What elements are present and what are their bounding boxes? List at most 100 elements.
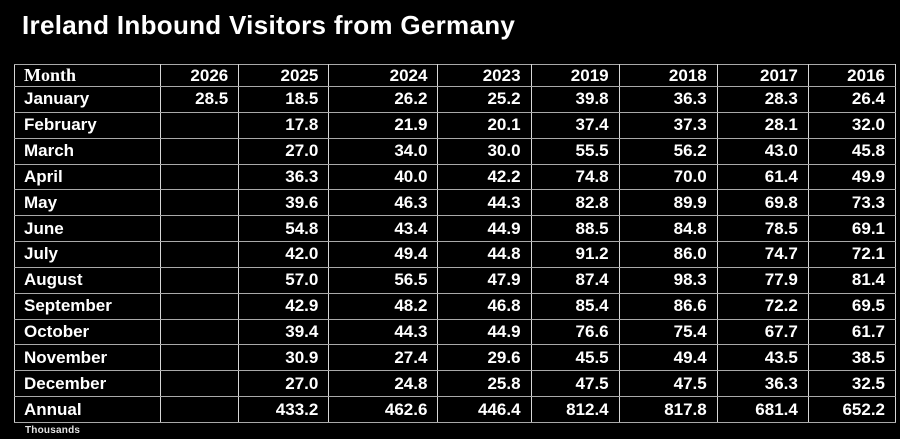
cell-value: 74.7 — [716, 241, 809, 268]
cell-value: 56.2 — [618, 137, 718, 165]
cell-value: 32.0 — [807, 111, 897, 139]
cell-value: 24.8 — [328, 370, 439, 398]
cell-value: 44.9 — [437, 215, 532, 243]
table-row-november: November 30.9 27.4 29.6 45.5 49.4 43.5 38.5 — [13, 344, 897, 372]
cell-value: 42.9 — [238, 292, 330, 320]
cell-value: 29.6 — [437, 344, 532, 372]
cell-value — [160, 111, 240, 139]
cell-value: 27.4 — [328, 344, 439, 372]
row-label: June — [13, 215, 162, 243]
cell-value: 17.8 — [238, 111, 330, 139]
cell-value: 47.5 — [530, 370, 620, 398]
cell-value: 84.8 — [618, 215, 718, 243]
column-header-2016: 2016 — [807, 64, 897, 87]
cell-value — [160, 241, 240, 268]
cell-value: 21.9 — [328, 111, 439, 139]
cell-value: 462.6 — [328, 396, 439, 423]
cell-value: 61.7 — [807, 318, 897, 346]
table-header: Month 2026 2025 2024 2023 2019 2018 2017 2016 — [13, 64, 897, 87]
cell-value: 43.4 — [328, 215, 439, 243]
cell-value — [160, 137, 240, 165]
cell-value: 85.4 — [530, 292, 620, 320]
cell-value: 45.8 — [807, 137, 897, 165]
table-row-march: March 27.0 34.0 30.0 55.5 56.2 43.0 45.8 — [13, 137, 897, 165]
cell-value: 61.4 — [716, 163, 809, 191]
cell-value: 69.8 — [716, 189, 809, 217]
row-label: October — [13, 318, 162, 346]
cell-value: 56.5 — [328, 266, 439, 294]
table-row-february: February 17.8 21.9 20.1 37.4 37.3 28.1 32.0 — [13, 111, 897, 139]
cell-value: 44.9 — [437, 318, 532, 346]
page-title: Ireland Inbound Visitors from Germany — [22, 10, 516, 40]
cell-value: 28.3 — [716, 86, 809, 113]
row-label: September — [13, 292, 162, 320]
table-body: January 28.5 18.5 26.2 25.2 39.8 36.3 28.3 26.4 F… — [13, 86, 897, 423]
cell-value: 681.4 — [716, 396, 809, 423]
cell-value: 98.3 — [618, 266, 718, 294]
row-label: April — [13, 163, 162, 191]
column-header-2018: 2018 — [618, 64, 718, 87]
cell-value: 74.8 — [530, 163, 620, 191]
cell-value: 44.3 — [437, 189, 532, 217]
cell-value: 26.4 — [807, 86, 897, 113]
cell-value: 46.3 — [328, 189, 439, 217]
cell-value: 49.9 — [807, 163, 897, 191]
row-label: Annual — [13, 396, 162, 423]
table-row-august: August 57.0 56.5 47.9 87.4 98.3 77.9 81.4 — [13, 266, 897, 294]
cell-value: 70.0 — [618, 163, 718, 191]
cell-value: 43.5 — [716, 344, 809, 372]
cell-value: 73.3 — [807, 189, 897, 217]
cell-value: 30.9 — [238, 344, 330, 372]
cell-value: 36.3 — [716, 370, 809, 398]
cell-value — [160, 292, 240, 320]
row-label: August — [13, 266, 162, 294]
cell-value: 44.8 — [437, 241, 532, 268]
column-header-2026: 2026 — [160, 64, 240, 87]
cell-value: 25.8 — [437, 370, 532, 398]
cell-value: 72.2 — [716, 292, 809, 320]
column-header-2025: 2025 — [238, 64, 330, 87]
cell-value: 82.8 — [530, 189, 620, 217]
cell-value: 89.9 — [618, 189, 718, 217]
cell-value: 36.3 — [618, 86, 718, 113]
cell-value: 446.4 — [437, 396, 532, 423]
table-row-july: July 42.0 49.4 44.8 91.2 86.0 74.7 72.1 — [13, 241, 897, 268]
column-header-2024: 2024 — [328, 64, 439, 87]
cell-value: 75.4 — [618, 318, 718, 346]
table-row-june: June 54.8 43.4 44.9 88.5 84.8 78.5 69.1 — [13, 215, 897, 243]
visitors-table: Month 2026 2025 2024 2023 2019 2018 2017 2016 Ja… — [13, 64, 897, 423]
cell-value: 36.3 — [238, 163, 330, 191]
cell-value: 78.5 — [716, 215, 809, 243]
column-header-2019: 2019 — [530, 64, 620, 87]
cell-value — [160, 370, 240, 398]
cell-value — [160, 344, 240, 372]
cell-value: 30.0 — [437, 137, 532, 165]
cell-value: 26.2 — [328, 86, 439, 113]
cell-value: 67.7 — [716, 318, 809, 346]
cell-value: 40.0 — [328, 163, 439, 191]
cell-value: 57.0 — [238, 266, 330, 294]
cell-value: 88.5 — [530, 215, 620, 243]
cell-value: 86.0 — [618, 241, 718, 268]
cell-value: 49.4 — [328, 241, 439, 268]
cell-value: 46.8 — [437, 292, 532, 320]
cell-value: 47.9 — [437, 266, 532, 294]
cell-value: 43.0 — [716, 137, 809, 165]
table-row-april: April 36.3 40.0 42.2 74.8 70.0 61.4 49.9 — [13, 163, 897, 191]
cell-value: 44.3 — [328, 318, 439, 346]
cell-value: 812.4 — [530, 396, 620, 423]
cell-value: 77.9 — [716, 266, 809, 294]
row-label: November — [13, 344, 162, 372]
cell-value: 69.5 — [807, 292, 897, 320]
cell-value: 81.4 — [807, 266, 897, 294]
cell-value — [160, 266, 240, 294]
cell-value: 72.1 — [807, 241, 897, 268]
row-label: February — [13, 111, 162, 139]
table-row-september: September 42.9 48.2 46.8 85.4 86.6 72.2 69.5 — [13, 292, 897, 320]
cell-value: 39.6 — [238, 189, 330, 217]
cell-value: 49.4 — [618, 344, 718, 372]
table-row-january: January 28.5 18.5 26.2 25.2 39.8 36.3 28.3 26.4 — [13, 86, 897, 113]
cell-value: 39.8 — [530, 86, 620, 113]
table-row-december: December 27.0 24.8 25.8 47.5 47.5 36.3 32.5 — [13, 370, 897, 398]
cell-value: 27.0 — [238, 370, 330, 398]
